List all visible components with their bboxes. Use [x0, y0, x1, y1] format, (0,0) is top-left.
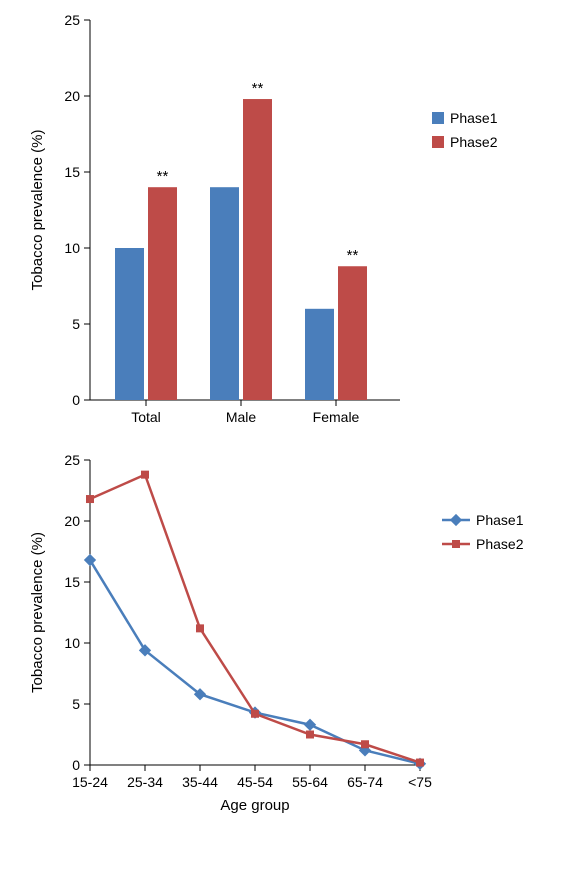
line-chart: 0 5 10 15 20 25 15-24 25-34 35-44 45-54 55-64 65-74… — [0, 440, 568, 845]
svg-text:10: 10 — [64, 635, 80, 651]
svg-text:Tobacco prevalence (%): Tobacco prevalence (%) — [29, 532, 46, 693]
x-axis-title: Age group — [220, 797, 289, 814]
significance-annotation: ** — [347, 247, 359, 264]
square-marker — [86, 495, 94, 503]
significance-annotation: ** — [157, 168, 169, 185]
bar — [115, 248, 144, 400]
svg-text:20: 20 — [64, 88, 80, 104]
series-line — [90, 475, 420, 763]
bar-chart: 0 5 10 15 20 25 Tobacco prevalence (%) ** Total *… — [0, 0, 568, 440]
x-category-label: Female — [313, 409, 360, 425]
square-marker — [251, 710, 259, 718]
legend-label: Phase1 — [450, 110, 498, 126]
square-marker — [416, 759, 424, 767]
bar — [148, 187, 177, 400]
diamond-marker — [304, 719, 316, 731]
x-category-label: Male — [226, 409, 257, 425]
svg-text:15: 15 — [64, 574, 80, 590]
diamond-marker — [84, 554, 96, 566]
bar — [338, 266, 367, 400]
x-category-label: 55-64 — [292, 774, 328, 790]
legend-swatch — [432, 136, 444, 148]
x-category-label: 35-44 — [182, 774, 218, 790]
svg-text:0: 0 — [72, 392, 80, 408]
bar — [305, 309, 334, 400]
svg-text:5: 5 — [72, 696, 80, 712]
x-category-label: 25-34 — [127, 774, 163, 790]
x-category-label: 45-54 — [237, 774, 273, 790]
bar — [243, 99, 272, 400]
x-category-label: <75 — [408, 774, 432, 790]
legend-label: Phase2 — [476, 536, 524, 552]
legend-label: Phase2 — [450, 134, 498, 150]
svg-text:10: 10 — [64, 240, 80, 256]
square-marker — [141, 471, 149, 479]
line-chart-container: 0 5 10 15 20 25 15-24 25-34 35-44 45-54 55-64 65-74… — [0, 440, 568, 845]
svg-text:20: 20 — [64, 513, 80, 529]
square-marker — [306, 731, 314, 739]
svg-text:5: 5 — [72, 316, 80, 332]
legend-label: Phase1 — [476, 512, 524, 528]
svg-text:0: 0 — [72, 757, 80, 773]
svg-text:25: 25 — [64, 452, 80, 468]
svg-text:Tobacco prevalence (%): Tobacco prevalence (%) — [29, 130, 46, 291]
bar — [210, 187, 239, 400]
x-category-label: Total — [131, 409, 161, 425]
svg-text:25: 25 — [64, 12, 80, 28]
x-category-label: 65-74 — [347, 774, 383, 790]
x-category-label: 15-24 — [72, 774, 108, 790]
svg-text:15: 15 — [64, 164, 80, 180]
legend-swatch — [432, 112, 444, 124]
series-line — [90, 560, 420, 764]
square-marker — [196, 624, 204, 632]
square-marker — [361, 740, 369, 748]
bar-chart-container: 0 5 10 15 20 25 Tobacco prevalence (%) ** Total *… — [0, 0, 568, 440]
significance-annotation: ** — [252, 80, 264, 97]
